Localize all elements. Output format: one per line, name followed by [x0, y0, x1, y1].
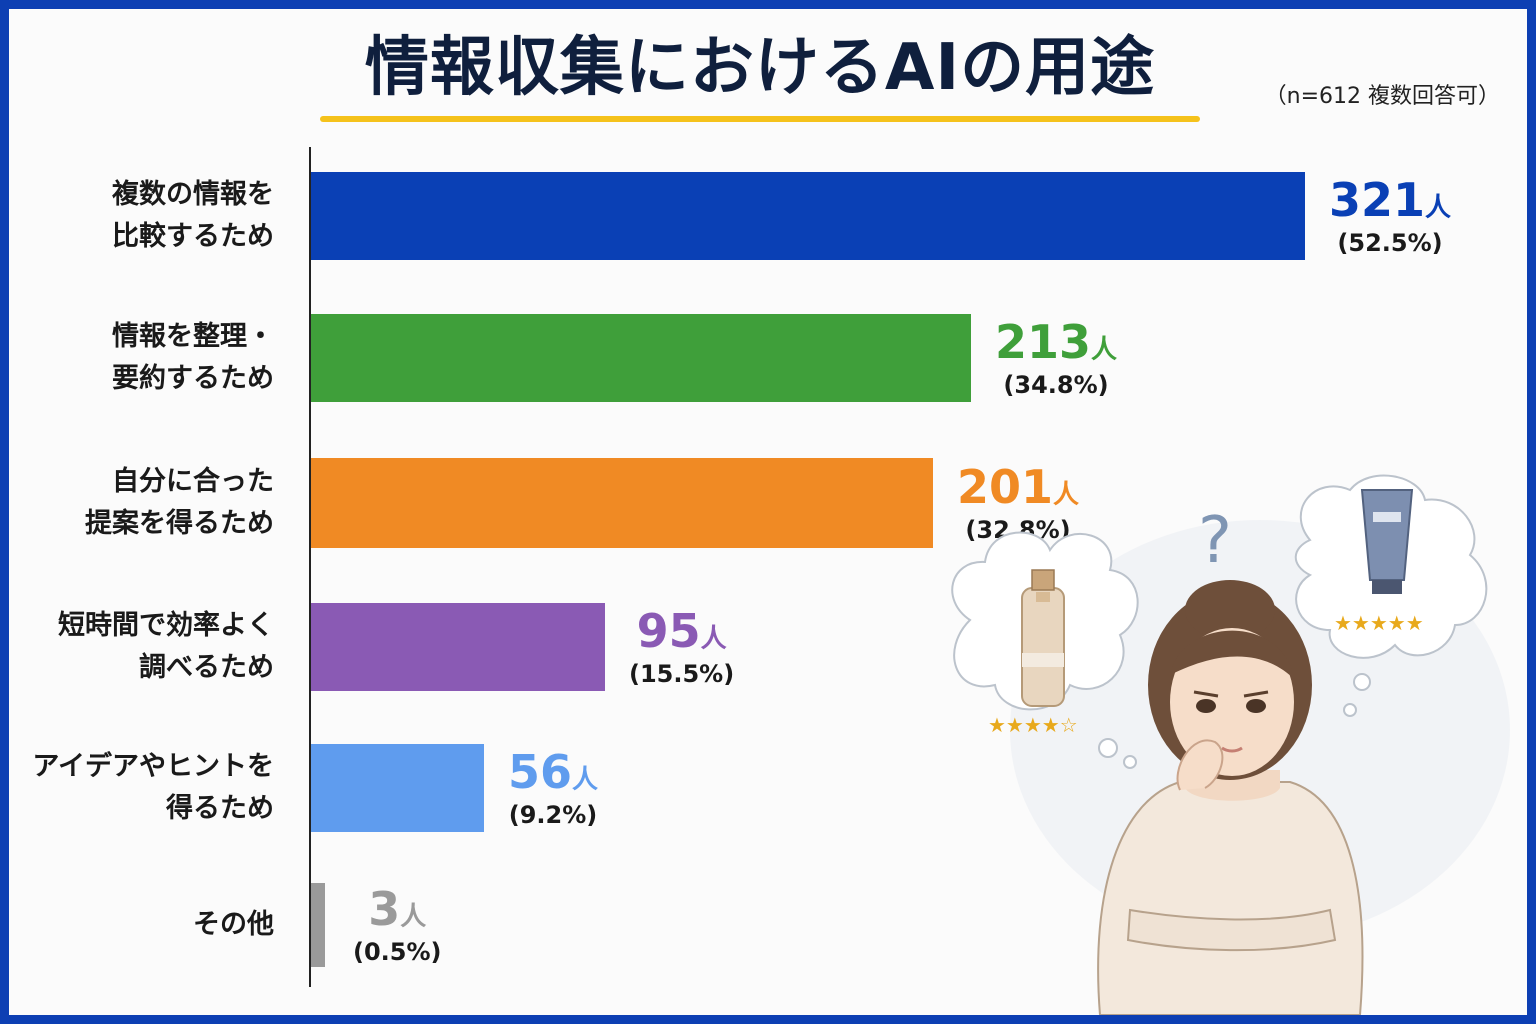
title-underline: [320, 116, 1200, 122]
value-label: 3人 (0.5%): [353, 883, 442, 969]
value-unit: 人: [700, 624, 727, 654]
serum-rating-stars: ★★★★☆: [988, 713, 1078, 737]
value-number: 3: [368, 882, 401, 936]
bar: [311, 172, 1305, 260]
category-label: 短時間で効率よく 調べるため: [58, 610, 274, 683]
question-mark-icon: ?: [1198, 504, 1232, 578]
value-number: 201: [957, 460, 1054, 514]
bar: [311, 314, 971, 402]
tube-thought-cloud: [1294, 474, 1488, 717]
percent-label: (15.5%): [629, 660, 735, 688]
chart-title: 情報収集におけるAIの用途: [364, 31, 1156, 105]
tube-rating-stars: ★★★★★: [1334, 611, 1424, 635]
serum-thought-cloud: [951, 531, 1139, 769]
value-number: 56: [508, 745, 573, 799]
value-unit: 人: [1053, 480, 1080, 510]
value-unit: 人: [1425, 193, 1452, 223]
value-label: 56人 (9.2%): [508, 746, 598, 832]
category-label: 複数の情報を 比較するため: [112, 179, 274, 252]
percent-label: (34.8%): [1003, 371, 1109, 399]
category-axis: [309, 147, 311, 987]
bar: [311, 883, 325, 967]
category-label: アイデアやヒントを 得るため: [32, 751, 274, 824]
value-unit: 人: [400, 902, 427, 932]
bar: [311, 458, 933, 548]
sample-note: （n=612 複数回答可）: [1264, 84, 1500, 109]
value-unit: 人: [1091, 335, 1118, 365]
value-label: 95人 (15.5%): [629, 605, 734, 691]
category-label: 情報を整理・ 要約するため: [112, 321, 274, 394]
bar: [311, 603, 605, 691]
value-number: 213: [995, 315, 1092, 369]
value-unit: 人: [572, 765, 599, 795]
value-label: 201人 (32.8%): [957, 461, 1079, 547]
value-number: 321: [1329, 173, 1426, 227]
percent-label: (9.2%): [508, 801, 598, 829]
category-label: 自分に合った 提案を得るため: [85, 466, 274, 539]
category-label: その他: [193, 909, 274, 940]
value-label: 321人 (52.5%): [1329, 174, 1451, 260]
percent-label: (0.5%): [353, 938, 442, 966]
bar: [311, 744, 484, 832]
thinking-woman-illustration: ★★★★☆ ★★★★★ ?: [951, 474, 1510, 1015]
value-label: 213人 (34.8%): [995, 316, 1117, 402]
value-number: 95: [636, 604, 701, 658]
percent-label: (52.5%): [1337, 229, 1443, 257]
woman-figure: [1097, 580, 1364, 1015]
